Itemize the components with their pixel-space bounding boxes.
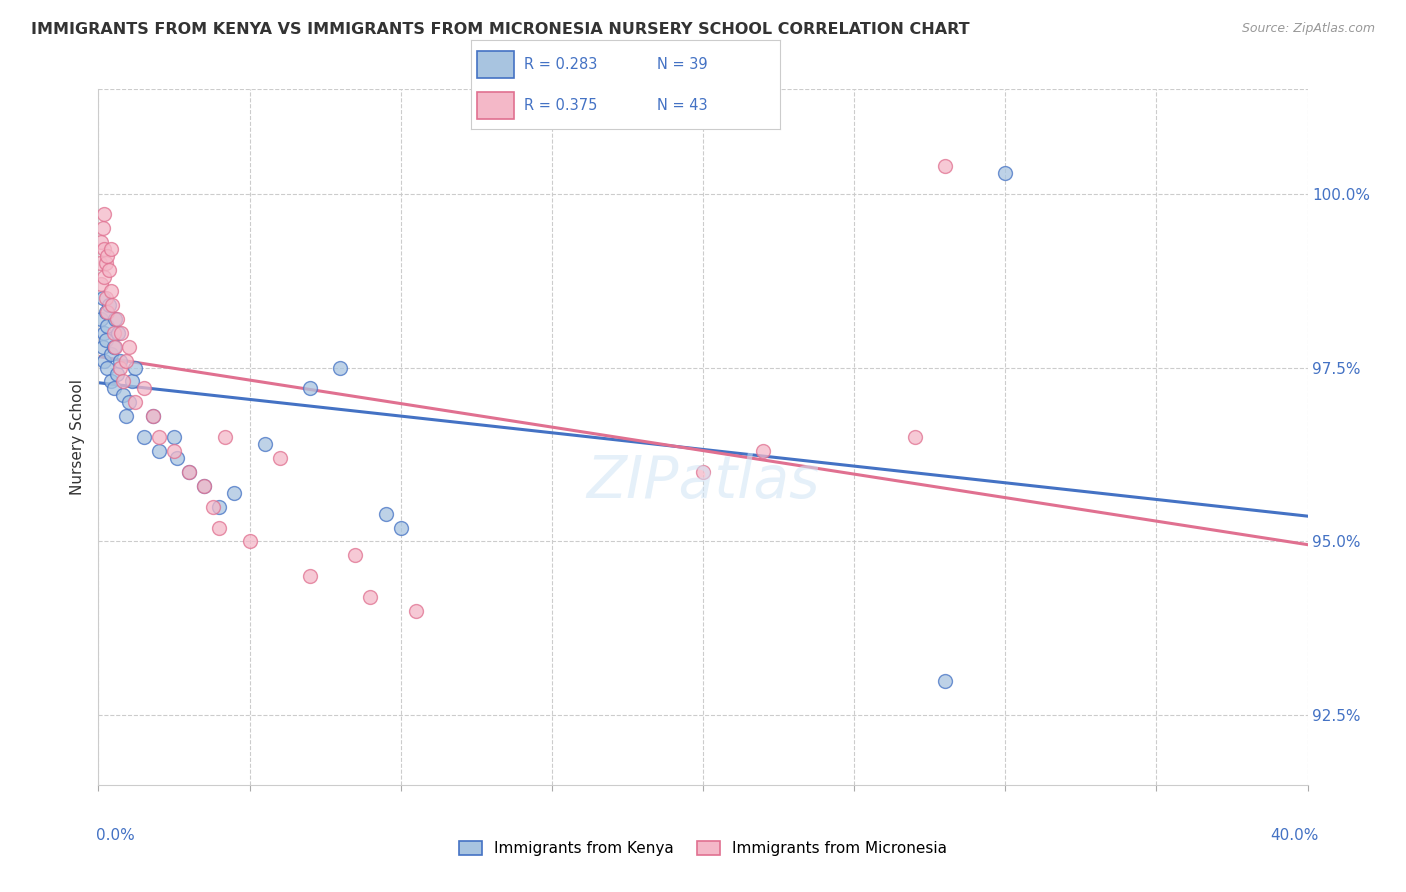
Point bbox=[124, 395, 146, 409]
Point bbox=[389, 520, 412, 534]
Point bbox=[124, 360, 146, 375]
Point bbox=[344, 549, 367, 563]
Point bbox=[93, 207, 115, 221]
Text: ZIPatlas: ZIPatlas bbox=[586, 453, 820, 510]
Point bbox=[179, 465, 201, 479]
Point bbox=[166, 450, 188, 465]
Point bbox=[103, 340, 125, 354]
Point bbox=[107, 326, 129, 340]
Point bbox=[132, 381, 155, 395]
Text: 0.0%: 0.0% bbox=[96, 829, 135, 843]
Point bbox=[94, 333, 117, 347]
Point bbox=[193, 479, 215, 493]
Point bbox=[692, 465, 714, 479]
Point bbox=[100, 242, 122, 256]
Point bbox=[98, 298, 121, 312]
Point bbox=[405, 604, 427, 618]
Point bbox=[904, 430, 927, 444]
Point bbox=[89, 256, 111, 270]
Point bbox=[91, 221, 114, 235]
Point bbox=[163, 430, 186, 444]
Point bbox=[132, 430, 155, 444]
Point bbox=[148, 444, 170, 458]
Point bbox=[193, 479, 215, 493]
Point bbox=[299, 381, 322, 395]
Point bbox=[108, 353, 131, 368]
Point bbox=[96, 249, 118, 263]
Point bbox=[934, 673, 956, 688]
Point bbox=[96, 360, 118, 375]
Text: IMMIGRANTS FROM KENYA VS IMMIGRANTS FROM MICRONESIA NURSERY SCHOOL CORRELATION C: IMMIGRANTS FROM KENYA VS IMMIGRANTS FROM… bbox=[31, 22, 970, 37]
Point bbox=[202, 500, 225, 514]
Point bbox=[108, 360, 131, 375]
Bar bbox=[477, 92, 515, 119]
Point bbox=[934, 159, 956, 173]
Point bbox=[118, 340, 141, 354]
Point bbox=[90, 311, 112, 326]
Text: R = 0.375: R = 0.375 bbox=[523, 98, 598, 112]
Point bbox=[142, 409, 165, 424]
Point bbox=[103, 381, 125, 395]
Point bbox=[374, 507, 396, 521]
Point bbox=[224, 485, 246, 500]
Point bbox=[93, 353, 115, 368]
Point bbox=[93, 242, 115, 256]
Point bbox=[148, 430, 170, 444]
Point bbox=[96, 305, 118, 319]
Point bbox=[94, 256, 117, 270]
Point bbox=[299, 569, 322, 583]
Point bbox=[208, 500, 231, 514]
Point bbox=[104, 311, 127, 326]
Point bbox=[121, 375, 143, 389]
Text: 40.0%: 40.0% bbox=[1271, 829, 1319, 843]
Point bbox=[214, 430, 236, 444]
Point bbox=[269, 450, 291, 465]
Point bbox=[93, 326, 115, 340]
Point bbox=[101, 298, 124, 312]
Point bbox=[360, 590, 382, 604]
Point bbox=[98, 263, 121, 277]
Point bbox=[91, 340, 114, 354]
Point bbox=[90, 277, 112, 291]
Text: R = 0.283: R = 0.283 bbox=[523, 57, 598, 71]
Point bbox=[111, 388, 134, 402]
Point bbox=[752, 444, 775, 458]
Text: N = 43: N = 43 bbox=[657, 98, 707, 112]
Text: Source: ZipAtlas.com: Source: ZipAtlas.com bbox=[1241, 22, 1375, 36]
Point bbox=[91, 291, 114, 305]
Point bbox=[111, 375, 134, 389]
Point bbox=[994, 166, 1017, 180]
Text: N = 39: N = 39 bbox=[657, 57, 707, 71]
Point bbox=[163, 444, 186, 458]
Point bbox=[142, 409, 165, 424]
Point bbox=[104, 340, 127, 354]
Point bbox=[208, 520, 231, 534]
Point bbox=[103, 326, 125, 340]
Point bbox=[93, 270, 115, 285]
Point bbox=[118, 395, 141, 409]
Point bbox=[105, 368, 128, 382]
Bar bbox=[477, 51, 515, 78]
Legend: Immigrants from Kenya, Immigrants from Micronesia: Immigrants from Kenya, Immigrants from M… bbox=[453, 835, 953, 862]
Point bbox=[100, 346, 122, 360]
Point bbox=[239, 534, 262, 549]
Point bbox=[114, 409, 136, 424]
Point bbox=[253, 437, 276, 451]
Point bbox=[100, 375, 122, 389]
Point bbox=[329, 360, 352, 375]
Y-axis label: Nursery School: Nursery School bbox=[69, 379, 84, 495]
Point bbox=[110, 326, 132, 340]
Point bbox=[90, 235, 112, 250]
Point bbox=[96, 318, 118, 333]
Point bbox=[179, 465, 201, 479]
Point bbox=[94, 305, 117, 319]
Point bbox=[105, 311, 128, 326]
Point bbox=[94, 291, 117, 305]
Point bbox=[100, 284, 122, 298]
Point bbox=[114, 353, 136, 368]
